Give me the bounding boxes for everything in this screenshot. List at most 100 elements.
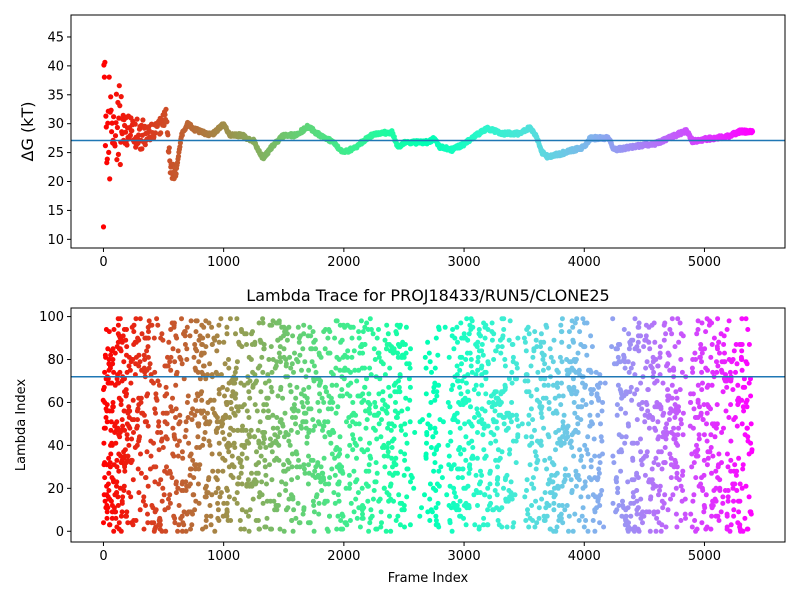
lambda-point [672, 436, 678, 442]
lambda-point [124, 513, 129, 519]
lambda-point [193, 462, 199, 468]
lambda-point [538, 438, 544, 444]
lambda-point [164, 436, 170, 442]
lambda-point [259, 354, 265, 360]
lambda-point [581, 464, 587, 470]
lambda-point [433, 488, 439, 493]
lambda-point [157, 522, 163, 528]
lambda-point [136, 363, 142, 369]
lambda-point [515, 432, 521, 438]
lambda-point [340, 393, 346, 399]
lambda-point [701, 432, 707, 438]
x-tick-label: 0 [99, 549, 107, 564]
lambda-point [325, 528, 331, 534]
lambda-point [367, 520, 373, 526]
lambda-point [699, 320, 705, 326]
lambda-point [429, 369, 434, 375]
lambda-point [368, 507, 374, 513]
lambda-point [728, 457, 734, 463]
lambda-point [662, 320, 668, 326]
lambda-point [263, 524, 269, 530]
lambda-point [220, 421, 226, 427]
lambda-point [479, 382, 485, 388]
lambda-point [610, 453, 616, 459]
lambda-point [164, 410, 170, 416]
lambda-point [597, 503, 603, 508]
lambda-point [479, 363, 485, 369]
lambda-point [538, 442, 544, 448]
lambda-point [166, 339, 172, 345]
lambda-point [552, 492, 558, 498]
lambda-point [280, 423, 286, 429]
lambda-point [551, 337, 557, 343]
lambda-point [368, 327, 374, 332]
lambda-point [260, 369, 266, 375]
lambda-point [327, 475, 333, 481]
lambda-point [680, 472, 685, 478]
lambda-point [398, 427, 404, 433]
lambda-point [275, 425, 280, 431]
lambda-point [662, 460, 668, 466]
lambda-point [715, 316, 721, 322]
lambda-point [329, 382, 335, 388]
lambda-point [336, 479, 342, 485]
delta-g-point [107, 176, 113, 182]
lambda-point [378, 434, 384, 440]
lambda-point [131, 329, 137, 335]
lambda-point [570, 324, 576, 330]
lambda-point [625, 505, 631, 511]
lambda-point [447, 430, 453, 435]
lambda-point [466, 397, 472, 403]
lambda-point [296, 457, 301, 463]
lambda-point [237, 518, 243, 523]
lambda-point [727, 528, 733, 534]
lambda-point [457, 425, 463, 431]
lambda-point [385, 331, 391, 337]
lambda-point [467, 462, 473, 468]
lambda-point [324, 389, 329, 395]
lambda-point [538, 410, 544, 416]
lambda-point [364, 320, 370, 326]
lambda-point [618, 406, 624, 412]
lambda-point [493, 389, 499, 395]
lambda-point [601, 524, 607, 530]
lambda-point [566, 344, 572, 350]
lambda-point [588, 457, 594, 463]
lambda-point [476, 327, 482, 332]
lambda-point [482, 492, 488, 498]
lambda-point [657, 354, 663, 360]
lambda-point [256, 526, 262, 532]
lambda-point [322, 384, 328, 390]
lambda-point [468, 357, 474, 362]
lambda-point [164, 391, 170, 397]
lambda-point [434, 447, 439, 453]
lambda-point [269, 449, 275, 455]
lambda-point [704, 410, 710, 416]
lambda-point [266, 378, 272, 384]
lambda-point [320, 427, 325, 433]
lambda-point [118, 402, 124, 408]
lambda-point [137, 359, 143, 365]
lambda-point [393, 455, 399, 461]
lambda-point [737, 498, 743, 504]
lambda-point [249, 470, 254, 476]
lambda-point [541, 425, 547, 431]
lambda-point [239, 464, 245, 470]
lambda-point [705, 367, 710, 373]
lambda-point [582, 344, 588, 350]
lambda-point [475, 359, 481, 365]
lambda-point [372, 400, 378, 405]
lambda-point [439, 475, 445, 481]
lambda-point [680, 410, 686, 416]
lambda-point [107, 460, 113, 466]
lambda-point [647, 528, 653, 534]
lambda-point [261, 436, 267, 442]
lambda-point [719, 367, 724, 373]
lambda-point [103, 415, 109, 420]
lambda-point [692, 518, 698, 523]
lambda-point [127, 408, 133, 414]
lambda-point [555, 369, 561, 375]
lambda-point [724, 451, 730, 457]
lambda-point [547, 455, 553, 461]
lambda-point [126, 363, 132, 369]
